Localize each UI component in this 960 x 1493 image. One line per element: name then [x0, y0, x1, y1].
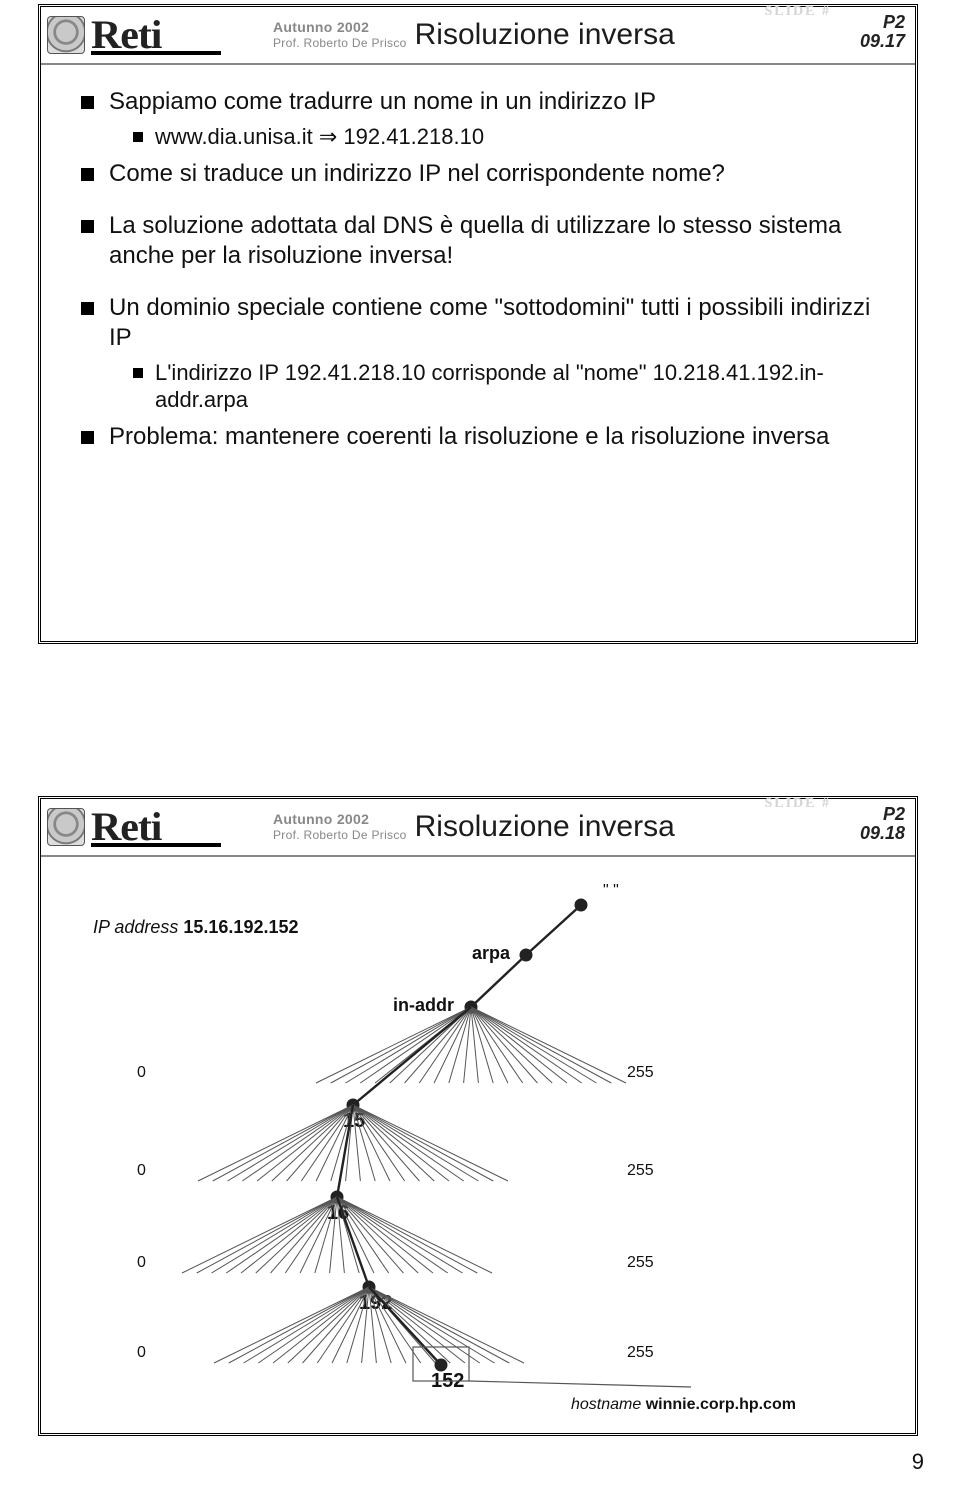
- logo-text: Reti: [91, 15, 161, 55]
- professor-label: Prof. Roberto De Prisco: [273, 828, 407, 842]
- course-logo: Reti: [91, 807, 271, 847]
- slide-title: Risoluzione inversa: [415, 18, 675, 51]
- bullet-2: Come si traduce un indirizzo IP nel corr…: [81, 159, 881, 189]
- bullet-4-text: Un dominio speciale contiene come "sotto…: [109, 294, 870, 351]
- svg-text:255: 255: [627, 1344, 654, 1361]
- svg-text:IP address 15.16.192.152: IP address 15.16.192.152: [93, 917, 299, 937]
- svg-text:255: 255: [627, 1064, 654, 1081]
- semester-label: Autunno 2002: [273, 19, 407, 36]
- svg-text:hostname winnie.corp.hp.com: hostname winnie.corp.hp.com: [571, 1396, 796, 1413]
- bullet-3: La soluzione adottata dal DNS è quella d…: [81, 211, 881, 271]
- header-meta: Autunno 2002 Prof. Roberto De Prisco: [273, 19, 407, 50]
- slide-watermark: SLIDE #: [764, 796, 831, 812]
- bullet-1-sub-1: www.dia.unisa.it ⇒ 192.41.218.10: [133, 123, 881, 151]
- slide-number-top: P2: [860, 805, 905, 824]
- svg-text:255: 255: [627, 1162, 654, 1179]
- slide-body: Sappiamo come tradurre un nome in un ind…: [41, 65, 915, 484]
- professor-label: Prof. Roberto De Prisco: [273, 36, 407, 50]
- svg-text:" ": " ": [603, 882, 619, 899]
- slide-number-bottom: 09.18: [860, 824, 905, 843]
- slide-number-top: P2: [860, 13, 905, 32]
- svg-text:0: 0: [137, 1254, 146, 1271]
- bullet-1-text: Sappiamo come tradurre un nome in un ind…: [109, 88, 656, 115]
- slide-title: Risoluzione inversa: [415, 810, 675, 843]
- svg-text:in-addr: in-addr: [393, 995, 454, 1015]
- header-meta: Autunno 2002 Prof. Roberto De Prisco: [273, 811, 407, 842]
- slide-header: Reti Autunno 2002 Prof. Roberto De Prisc…: [41, 799, 915, 857]
- slide-number-bottom: 09.17: [860, 32, 905, 51]
- bullet-4: Un dominio speciale contiene come "sotto…: [81, 293, 881, 414]
- svg-text:arpa: arpa: [472, 943, 511, 963]
- reverse-dns-tree-diagram: " " arpa in-addr IP address 15.16.192.152 0 2…: [41, 857, 915, 1427]
- svg-text:0: 0: [137, 1344, 146, 1361]
- slide-header: Reti Autunno 2002 Prof. Roberto De Prisc…: [41, 7, 915, 65]
- logo-text: Reti: [91, 807, 161, 847]
- university-crest-icon: [47, 808, 85, 846]
- page-number: 9: [912, 1449, 924, 1475]
- course-logo: Reti: [91, 15, 271, 55]
- semester-label: Autunno 2002: [273, 811, 407, 828]
- slide-number: P2 09.17: [860, 13, 905, 51]
- university-crest-icon: [47, 16, 85, 54]
- tree-svg: " " arpa in-addr IP address 15.16.192.152 0 2…: [41, 857, 915, 1427]
- slide-watermark: SLIDE #: [764, 4, 831, 20]
- slide-2: Reti Autunno 2002 Prof. Roberto De Prisc…: [38, 796, 918, 1436]
- svg-text:255: 255: [627, 1254, 654, 1271]
- bullet-1: Sappiamo come tradurre un nome in un ind…: [81, 87, 881, 151]
- bullet-5: Problema: mantenere coerenti la risoluzi…: [81, 422, 881, 452]
- slide-1: Reti Autunno 2002 Prof. Roberto De Prisc…: [38, 4, 918, 644]
- svg-text:0: 0: [137, 1162, 146, 1179]
- svg-text:0: 0: [137, 1064, 146, 1081]
- bullet-4-sub-1: L'indirizzo IP 192.41.218.10 corrisponde…: [133, 359, 881, 414]
- slide-number: P2 09.18: [860, 805, 905, 843]
